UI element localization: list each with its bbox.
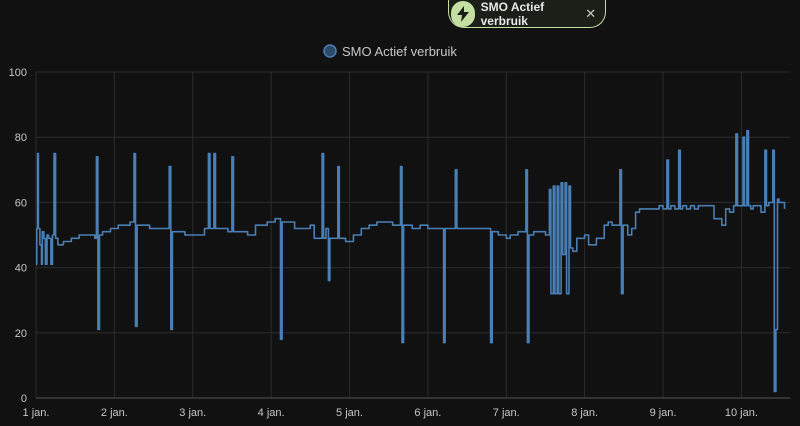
series-layer xyxy=(36,129,786,393)
y-tick-label: 80 xyxy=(15,132,27,144)
y-axis-ticks: 0 20 40 60 80 100 xyxy=(9,67,27,405)
x-axis-ticks: 1 jan. 2 jan. 3 jan. 4 jan. 5 jan. 6 jan. 7 ja… xyxy=(23,407,758,419)
x-tick-label: 6 jan. xyxy=(414,407,441,419)
chart-grid xyxy=(35,71,790,399)
y-tick-label: 0 xyxy=(21,393,27,405)
x-tick-label: 4 jan. xyxy=(258,407,285,419)
x-tick-label: 5 jan. xyxy=(336,407,363,419)
series-line[interactable] xyxy=(36,129,786,393)
close-icon[interactable]: ✕ xyxy=(585,5,597,21)
chart-legend[interactable]: SMO Actief verbruik xyxy=(323,44,457,59)
legend-marker xyxy=(323,44,337,58)
x-tick-label: 10 jan. xyxy=(725,407,758,419)
lightning-bolt-icon xyxy=(451,0,475,27)
x-tick-label: 1 jan. xyxy=(23,407,50,419)
x-tick-label: 3 jan. xyxy=(179,407,206,419)
legend-label: SMO Actief verbruik xyxy=(342,44,457,59)
y-tick-label: 100 xyxy=(9,67,27,79)
y-tick-label: 60 xyxy=(15,197,27,209)
x-tick-label: 8 jan. xyxy=(571,407,598,419)
filter-chip-label: SMO Actief verbruik xyxy=(480,0,545,28)
filter-chip[interactable]: SMO Actief verbruik ✕ xyxy=(448,0,606,28)
y-tick-label: 20 xyxy=(15,328,27,340)
x-tick-label: 2 jan. xyxy=(101,407,128,419)
y-tick-label: 40 xyxy=(15,263,27,275)
x-tick-label: 7 jan. xyxy=(493,407,520,419)
x-tick-label: 9 jan. xyxy=(650,407,677,419)
